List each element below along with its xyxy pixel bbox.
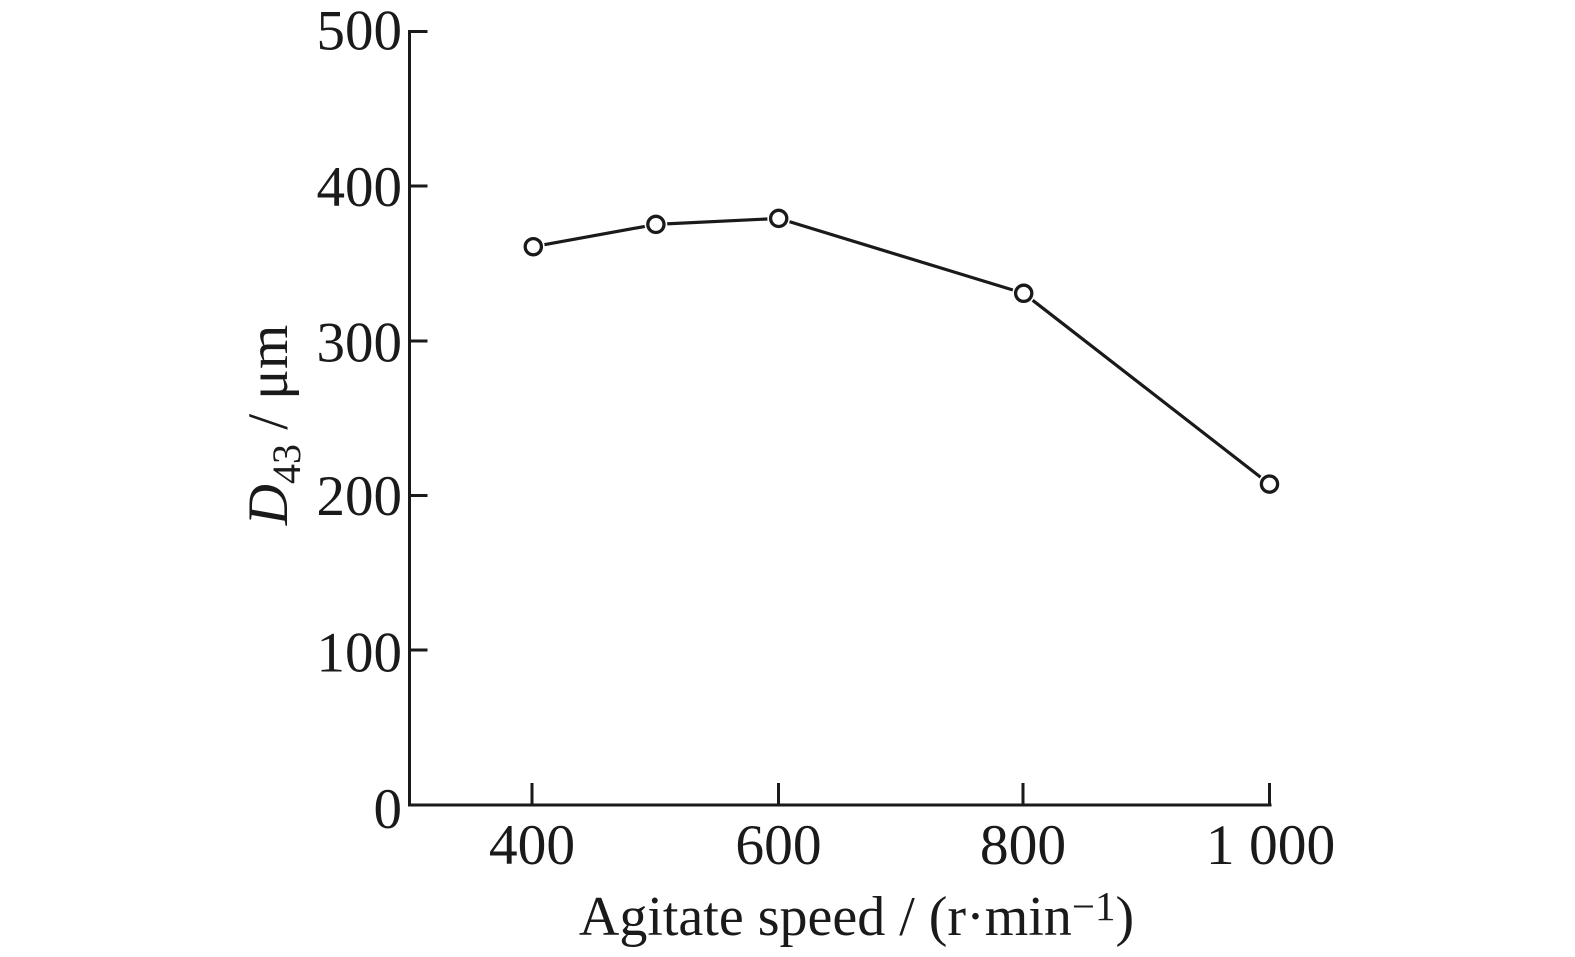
svg-text:300: 300: [317, 311, 403, 374]
svg-text:400: 400: [489, 814, 575, 877]
svg-text:0: 0: [374, 778, 403, 841]
svg-text:500: 500: [317, 0, 403, 62]
svg-text:800: 800: [980, 814, 1066, 877]
svg-text:400: 400: [317, 156, 403, 219]
svg-text:1 000: 1 000: [1206, 814, 1335, 877]
svg-text:D43 / μm: D43 / μm: [237, 325, 309, 526]
svg-text:Agitate speed / (r·min−1): Agitate speed / (r·min−1): [579, 883, 1134, 948]
svg-text:100: 100: [317, 622, 403, 685]
svg-text:600: 600: [735, 814, 821, 877]
svg-text:200: 200: [317, 465, 403, 528]
